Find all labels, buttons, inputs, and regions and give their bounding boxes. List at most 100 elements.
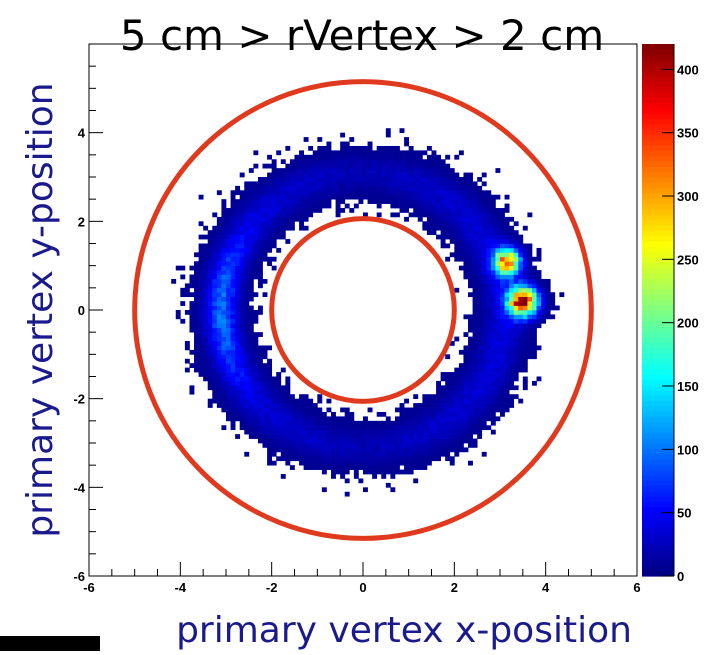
heatmap-cell (267, 460, 273, 466)
heatmap-cell (230, 292, 236, 298)
heatmap-cell (363, 465, 368, 470)
heatmap-cell (203, 323, 209, 329)
heatmap-cell (509, 261, 515, 267)
color-bar-band (642, 118, 674, 125)
heatmap-cell (294, 425, 300, 431)
heatmap-cell (344, 181, 350, 187)
heatmap-cell (504, 380, 510, 386)
color-bar-band (642, 474, 674, 481)
heatmap-cell (212, 310, 218, 315)
heatmap-cell (267, 385, 273, 391)
heatmap-cell (289, 159, 295, 165)
heatmap-cell (299, 411, 304, 417)
heatmap-cell (445, 434, 451, 439)
heatmap-cell (349, 443, 355, 448)
heatmap-cell (216, 354, 222, 360)
heatmap-cell (394, 447, 400, 453)
heatmap-cell (276, 168, 282, 173)
heatmap-cell (248, 318, 254, 324)
heatmap-cell (449, 203, 455, 209)
heatmap-cell (440, 172, 446, 178)
heatmap-cell (454, 154, 460, 160)
heatmap-cell (257, 394, 263, 400)
heatmap-cell (463, 367, 469, 373)
heatmap-cell (344, 159, 350, 165)
heatmap-cell (376, 145, 382, 151)
heatmap-cell (413, 190, 419, 196)
heatmap-cell (280, 190, 286, 196)
heatmap-cell (454, 212, 460, 218)
heatmap-cell (468, 261, 473, 267)
heatmap-cell (408, 212, 414, 218)
heatmap-cell (422, 465, 428, 470)
heatmap-cell (230, 376, 236, 382)
heatmap-cell (463, 203, 469, 209)
color-bar-band (642, 411, 674, 417)
heatmap-cell (381, 434, 387, 439)
heatmap-cell (445, 181, 451, 187)
heatmap-cell (198, 270, 204, 275)
heatmap-cell (472, 429, 478, 435)
heatmap-cell (472, 212, 478, 218)
heatmap-cell (513, 318, 519, 324)
heatmap-cell (390, 172, 396, 178)
heatmap-cell (527, 283, 533, 289)
heatmap-cell (363, 460, 368, 466)
heatmap-cell (376, 194, 382, 200)
heatmap-cell (381, 425, 387, 431)
heatmap-cell (472, 438, 478, 444)
heatmap-cell (248, 274, 254, 280)
heatmap-cell (271, 376, 277, 382)
heatmap-cell (477, 314, 483, 320)
heatmap-cell (331, 416, 336, 422)
heatmap-cell (472, 367, 478, 373)
heatmap-cell (267, 411, 273, 417)
heatmap-cell (367, 181, 373, 187)
heatmap-cell (221, 230, 227, 235)
heatmap-cell (285, 443, 291, 448)
heatmap-cell (226, 283, 231, 289)
heatmap-cell (267, 345, 273, 351)
heatmap-cell (436, 447, 441, 453)
heatmap-cell (367, 407, 373, 413)
heatmap-cell (399, 208, 405, 213)
heatmap-cell (477, 301, 483, 306)
heatmap-cell (321, 469, 327, 475)
heatmap-cell (436, 163, 441, 169)
heatmap-cell (194, 332, 199, 337)
heatmap-cell (299, 208, 304, 213)
heatmap-cell (280, 159, 286, 165)
heatmap-cell (207, 336, 213, 342)
heatmap-cell (308, 185, 314, 191)
heatmap-cell (271, 443, 277, 448)
heatmap-cell (262, 199, 268, 204)
heatmap-cell (504, 372, 510, 377)
heatmap-cell (267, 230, 273, 235)
heatmap-cell (509, 376, 515, 382)
heatmap-cell (257, 305, 263, 311)
heatmap-cell (449, 181, 455, 187)
heatmap-cell (500, 345, 505, 351)
heatmap-cell (267, 163, 273, 169)
heatmap-cell (490, 208, 496, 213)
heatmap-cell (184, 341, 190, 346)
heatmap-cell (468, 389, 473, 395)
heatmap-cell (294, 194, 300, 200)
heatmap-cell (477, 420, 483, 426)
heatmap-cell (490, 345, 496, 351)
color-bar-band (642, 134, 674, 141)
heatmap-cell (267, 256, 273, 262)
heatmap-cell (500, 394, 505, 400)
heatmap-cell (376, 438, 382, 444)
heatmap-cell (449, 239, 455, 244)
heatmap-cell (349, 416, 355, 422)
heatmap-cell (422, 425, 428, 431)
heatmap-cell (239, 323, 245, 329)
heatmap-cell (271, 403, 277, 408)
heatmap-cell (308, 172, 314, 178)
heatmap-cell (353, 474, 359, 479)
heatmap-cell (244, 425, 250, 431)
heatmap-cell (490, 372, 496, 377)
heatmap-cell (426, 438, 432, 444)
heatmap-cell (472, 283, 478, 289)
